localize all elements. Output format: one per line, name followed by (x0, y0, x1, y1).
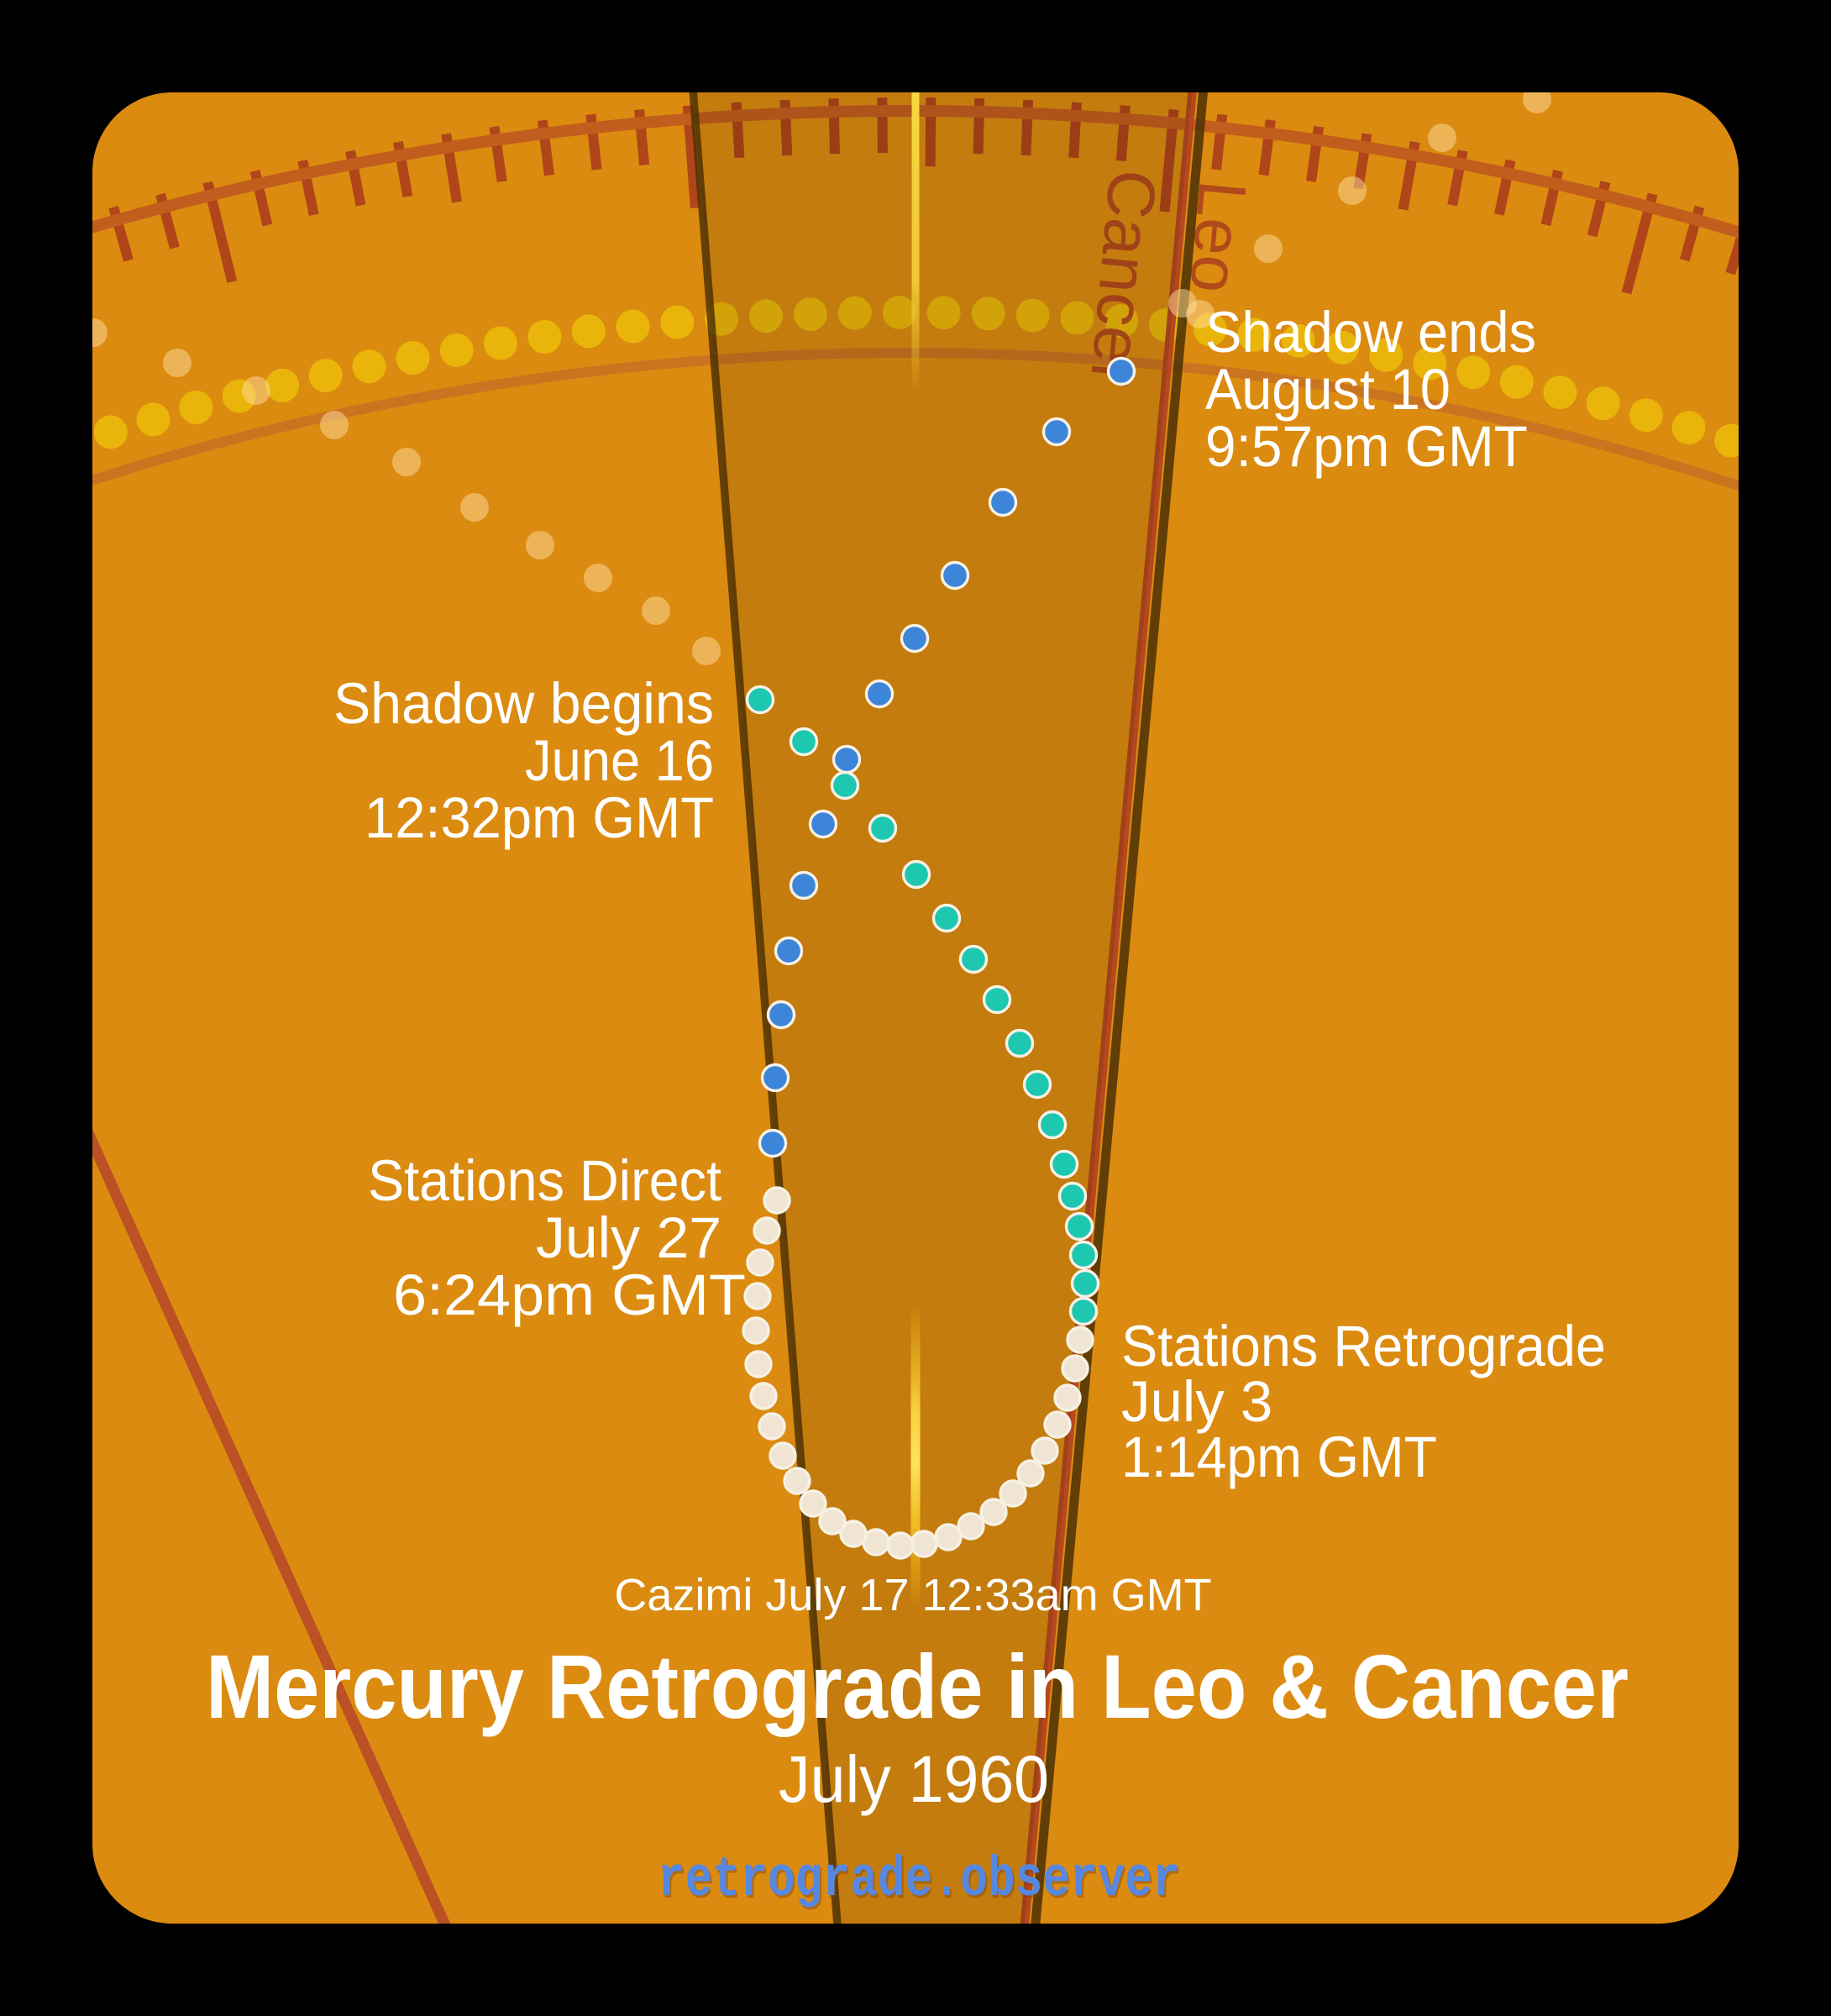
svg-text:Mercury Retrograde in Leo & Ca: Mercury Retrograde in Leo & Cancer (206, 1635, 1629, 1737)
svg-text:Stations Retrograde: Stations Retrograde (1121, 1314, 1606, 1378)
svg-text:Shadow begins: Shadow begins (333, 671, 714, 736)
svg-text:Shadow ends: Shadow ends (1205, 300, 1536, 365)
svg-text:July 27: July 27 (536, 1205, 721, 1270)
svg-text:12:32pm GMT: 12:32pm GMT (365, 785, 714, 850)
svg-text:retrograde.observer: retrograde.observer (659, 1851, 1182, 1915)
svg-text:6:24pm GMT: 6:24pm GMT (393, 1263, 746, 1327)
svg-text:1:14pm GMT: 1:14pm GMT (1121, 1425, 1437, 1489)
svg-text:Stations Direct: Stations Direct (368, 1148, 721, 1213)
svg-text:July 1960: July 1960 (779, 1741, 1049, 1816)
svg-text:Cazimi July 17 12:33am GMT: Cazimi July 17 12:33am GMT (614, 1570, 1211, 1620)
svg-text:July 3: July 3 (1121, 1369, 1272, 1434)
svg-text:August 10: August 10 (1205, 357, 1451, 422)
svg-text:9:57pm GMT: 9:57pm GMT (1205, 414, 1528, 479)
svg-text:retrograde.observer: retrograde.observer (658, 1848, 1180, 1913)
svg-text:June 16: June 16 (525, 728, 714, 793)
